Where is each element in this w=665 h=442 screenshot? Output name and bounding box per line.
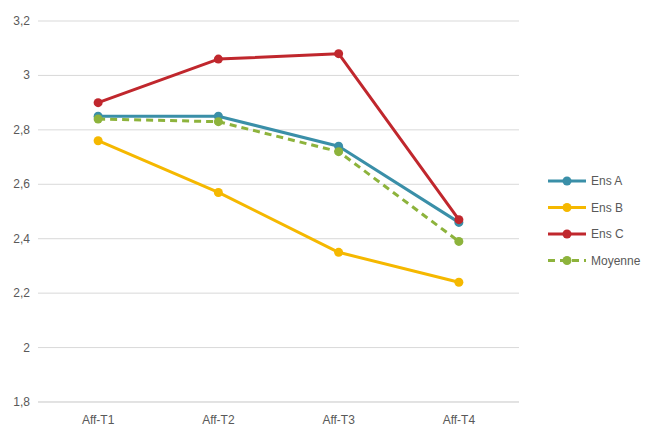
grid-line [38,75,519,76]
grid-line [38,21,519,22]
y-tick-label: 2 [23,341,30,355]
point-marker [454,278,463,287]
point-marker [454,237,463,246]
y-tick-label: 1,8 [13,395,30,409]
point-marker [94,136,103,145]
x-axis-line [38,402,519,403]
y-tick-label: 2,8 [13,123,30,137]
point-marker [94,114,103,123]
legend-marker [563,230,572,239]
legend-marker [563,177,572,186]
legend-label: Moyenne [591,254,641,268]
grid-line [38,347,519,348]
series-line [98,116,459,222]
y-tick-label: 2,4 [13,232,30,246]
y-tick-label: 2,2 [13,286,30,300]
chart: 1,8 2 2,2 2,4 2,6 2,8 3 3,2 Aff-T1 Aff-T2 Aff-T3 Af… [0,0,665,442]
x-tick-label: Aff-T1 [82,413,115,427]
point-marker [334,49,343,58]
point-marker [214,188,223,197]
grid-line [38,293,519,294]
series-line [98,141,459,283]
point-marker [214,55,223,64]
grid-line [38,402,519,403]
y-tick-label: 2,6 [13,177,30,191]
legend-marker [563,256,572,265]
grid-line [38,184,519,185]
point-marker [334,147,343,156]
plot-area [94,49,464,287]
point-marker [334,248,343,257]
y-tick-label: 3,2 [13,14,30,28]
legend-marker [563,203,572,212]
point-marker [454,215,463,224]
legend-label: Ens C [591,227,624,241]
x-tick-label: Aff-T4 [443,413,476,427]
point-marker [214,117,223,126]
series-line [98,119,459,241]
grid-line [38,238,519,239]
x-tick-label: Aff-T2 [202,413,235,427]
x-tick-label: Aff-T3 [322,413,355,427]
y-tick-label: 3 [23,68,30,82]
legend-label: Ens B [591,201,623,215]
legend-label: Ens A [591,174,622,188]
point-marker [94,98,103,107]
